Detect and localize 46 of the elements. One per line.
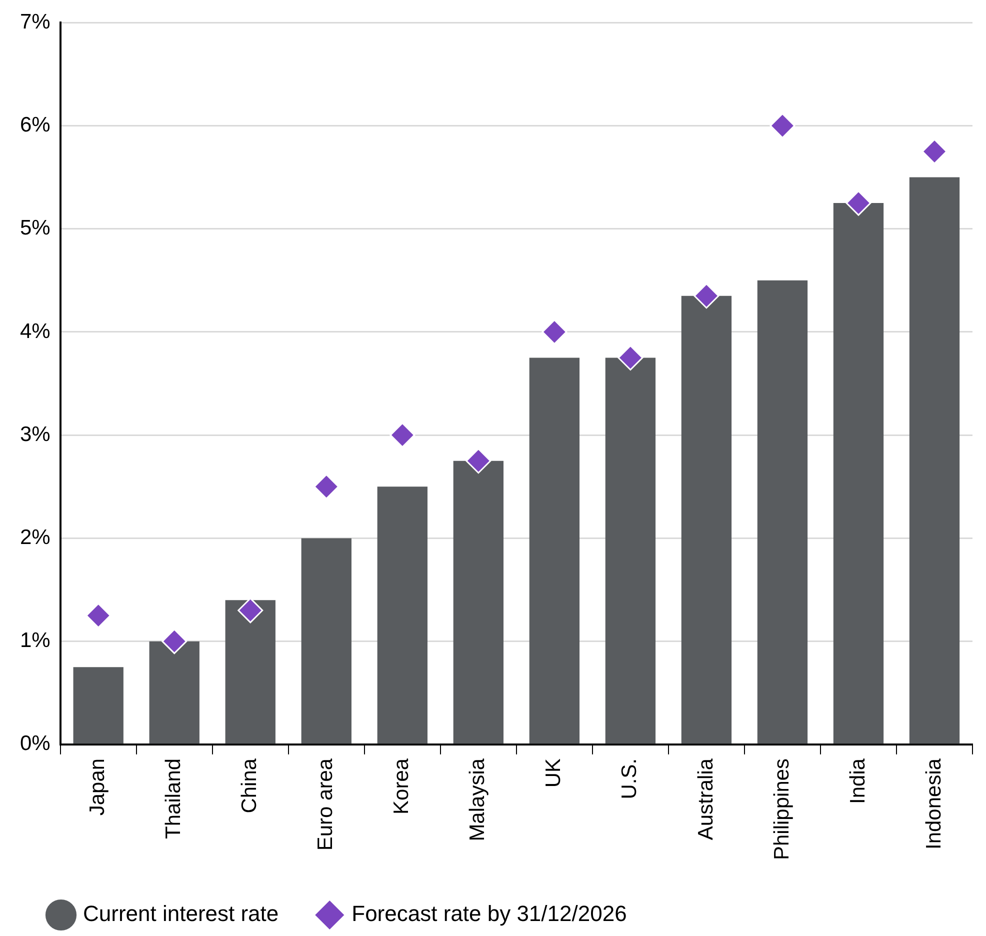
bar [301,538,352,744]
y-tick-label: 1% [20,629,50,652]
bar [225,600,276,744]
y-tick-label: 0% [20,732,50,756]
y-tick-label: 6% [20,114,50,137]
bar [377,486,428,744]
legend-label: Current interest rate [83,901,279,926]
bar [453,460,504,744]
y-tick-label: 7% [20,10,50,34]
point [694,283,720,309]
x-tick-label: Euro area [314,758,338,851]
y-tick-label: 5% [20,216,50,240]
point [466,448,492,474]
y-tick-label: 2% [20,526,50,549]
point [390,422,416,448]
bar [73,667,124,744]
bar [757,280,808,744]
x-tick-label: Australia [694,758,718,840]
x-tick-label: Philippines [770,758,794,860]
point [618,344,644,370]
x-tick-label: China [238,758,262,814]
x-tick-label: Malaysia [466,758,490,842]
point [922,138,948,164]
point [86,602,112,628]
point [846,190,872,216]
y-tick-label: 3% [20,422,50,446]
point [314,474,340,500]
x-tick-label: UK [542,758,566,788]
point [542,319,568,345]
bar [681,296,732,744]
bar [833,203,884,744]
point [238,598,264,624]
x-tick-label: India [846,758,870,804]
bar [529,358,580,744]
bar [149,641,200,744]
y-tick-label: 4% [20,320,50,343]
x-tick-label: Japan [86,758,110,816]
bar [605,358,656,744]
legend-label: Forecast rate by 31/12/2026 [352,901,627,926]
x-tick-label: Thailand [162,758,186,839]
point [162,628,188,654]
x-tick-label: Indonesia [922,758,946,850]
bar [909,177,960,744]
point [770,112,796,138]
x-tick-label: Korea [390,758,414,814]
x-tick-label: U.S. [618,758,642,800]
